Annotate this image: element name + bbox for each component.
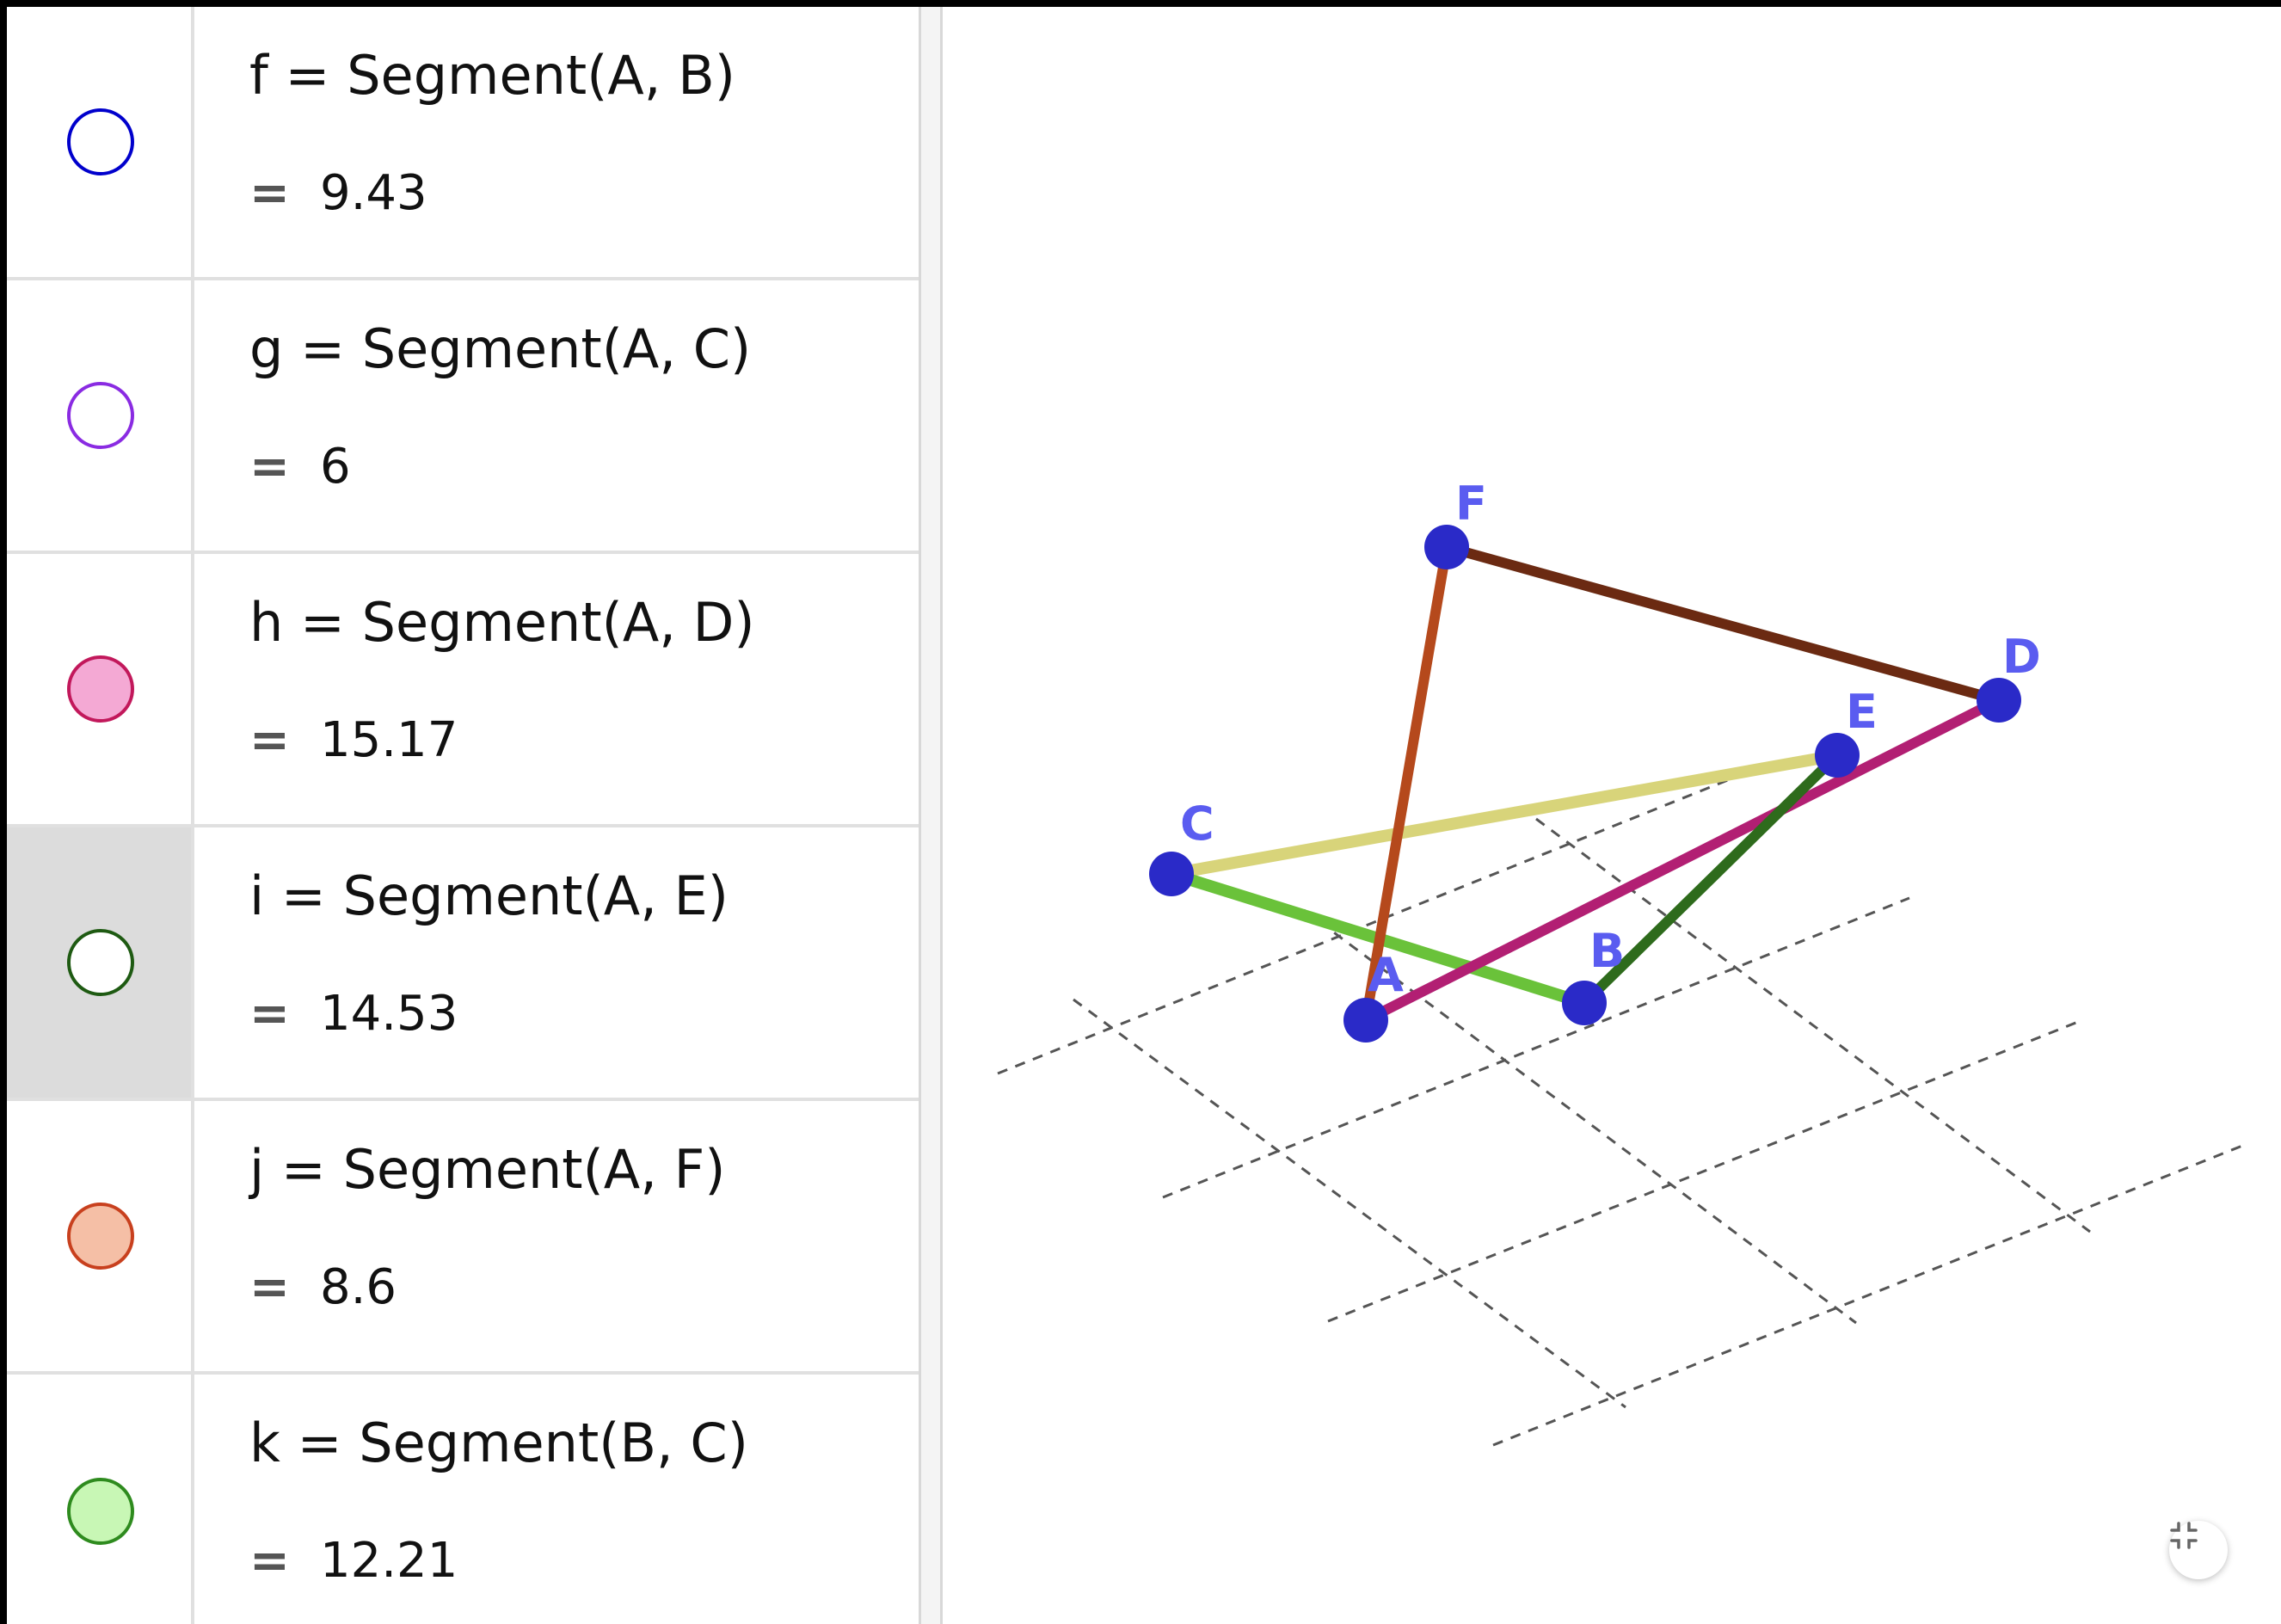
point-f[interactable]: [1424, 525, 1469, 569]
value-j: = 8.6: [249, 1258, 397, 1318]
exit-fullscreen-button[interactable]: [2169, 1521, 2228, 1579]
value-k: = 12.21: [249, 1531, 458, 1591]
definition-j[interactable]: j = Segment(A, F): [249, 1138, 726, 1201]
marble-cell: [7, 280, 194, 551]
grid-line: [1303, 908, 1857, 1325]
segment-fd[interactable]: [1442, 542, 2004, 705]
segment-af[interactable]: [1361, 542, 1452, 1025]
grid-line: [1162, 896, 1910, 1199]
value-number: 6: [320, 439, 351, 495]
grid-line: [1073, 998, 1626, 1409]
value-equals: =: [249, 439, 290, 495]
marble-cell: [7, 1375, 194, 1624]
algebra-row-i[interactable]: i = Segment(A, E) = 14.53: [7, 827, 919, 1101]
value-equals: =: [249, 986, 290, 1042]
point-e[interactable]: [1815, 733, 1860, 778]
label-f: F: [1455, 477, 1487, 531]
definition-f[interactable]: f = Segment(A, B): [249, 44, 735, 107]
algebra-row-h[interactable]: h = Segment(A, D) = 15.17: [7, 554, 919, 827]
marble-cell: [7, 827, 194, 1098]
definition-g[interactable]: g = Segment(A, C): [249, 317, 752, 380]
algebra-row-g[interactable]: g = Segment(A, C) = 6: [7, 280, 919, 554]
point-a[interactable]: [1343, 998, 1388, 1043]
label-a: A: [1368, 948, 1404, 1002]
algebra-view: f = Segment(A, B) = 9.43 g = Segment(A, C…: [7, 7, 919, 1624]
view-splitter[interactable]: [919, 7, 943, 1624]
marble-cell: [7, 554, 194, 824]
visibility-toggle-f[interactable]: [67, 108, 134, 175]
label-d: D: [2002, 630, 2041, 684]
segment-ad[interactable]: [1361, 695, 2004, 1025]
label-c: C: [1180, 797, 1214, 851]
value-number: 14.53: [320, 986, 458, 1042]
point-labels: A B C D E F: [1180, 477, 2041, 1002]
value-number: 12.21: [320, 1533, 458, 1589]
segment-be[interactable]: [1579, 750, 1842, 1008]
visibility-toggle-j[interactable]: [67, 1203, 134, 1270]
marble-cell: [7, 7, 194, 277]
grid-line: [997, 772, 1743, 1075]
definition-k[interactable]: k = Segment(B, C): [249, 1412, 748, 1474]
grid-line: [1327, 1020, 2079, 1323]
algebra-row-k[interactable]: k = Segment(B, C) = 12.21: [7, 1375, 919, 1624]
label-b: B: [1589, 924, 1625, 978]
point-d[interactable]: [1977, 678, 2021, 723]
value-equals: =: [249, 712, 290, 768]
visibility-toggle-k[interactable]: [67, 1478, 134, 1545]
grid-line: [1763, 731, 2083, 1230]
graphics-3d-view[interactable]: A B C D E F: [943, 7, 2281, 1624]
visibility-toggle-i[interactable]: [67, 929, 134, 996]
visibility-toggle-g[interactable]: [67, 382, 134, 449]
graphics-canvas[interactable]: A B C D E F: [943, 7, 2281, 1624]
value-equals: =: [249, 1259, 290, 1315]
value-f: = 9.43: [249, 163, 427, 224]
visibility-toggle-h[interactable]: [67, 655, 134, 723]
value-equals: =: [249, 1533, 290, 1589]
value-number: 15.17: [320, 712, 458, 768]
points: [1149, 525, 2021, 1043]
value-equals: =: [249, 165, 290, 221]
value-number: 8.6: [320, 1259, 397, 1315]
point-b[interactable]: [1562, 981, 1607, 1025]
definition-i[interactable]: i = Segment(A, E): [249, 864, 729, 927]
point-c[interactable]: [1149, 852, 1194, 896]
exit-fullscreen-icon: [2170, 1522, 2198, 1549]
segments: [1165, 542, 2004, 1025]
value-number: 9.43: [320, 165, 427, 221]
segment-ce[interactable]: [1165, 749, 1843, 880]
label-e: E: [1846, 685, 1878, 739]
marble-cell: [7, 1101, 194, 1371]
grid-line: [1492, 1142, 2247, 1447]
definition-h[interactable]: h = Segment(A, D): [249, 591, 755, 654]
algebra-row-j[interactable]: j = Segment(A, F) = 8.6: [7, 1101, 919, 1375]
value-i: = 14.53: [249, 984, 458, 1044]
value-h: = 15.17: [249, 710, 458, 771]
grid-line: [1535, 817, 2091, 1233]
algebra-row-f[interactable]: f = Segment(A, B) = 9.43: [7, 7, 919, 280]
value-g: = 6: [249, 437, 351, 497]
